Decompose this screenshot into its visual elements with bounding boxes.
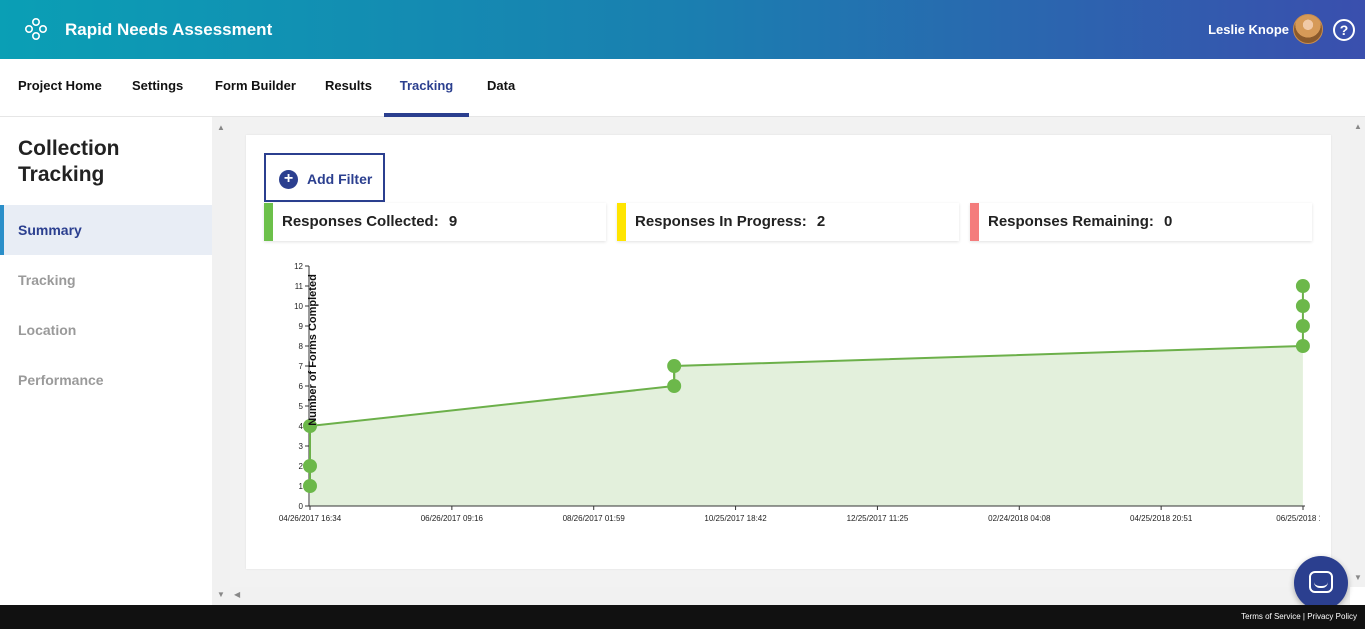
y-axis-label: Number of Forms Completed [307,274,319,426]
sidebar-item-tracking[interactable]: Tracking [18,272,76,288]
user-name[interactable]: Leslie Knope [1208,22,1289,37]
status-color-bar [970,203,979,241]
status-color-bar [617,203,626,241]
data-point [667,359,682,373]
data-point [1295,279,1310,293]
tab-tracking[interactable]: Tracking [384,59,469,117]
stat-label: Responses In Progress: [635,213,807,230]
y-tick-label: 6 [299,382,304,391]
footer-divider: | [1302,612,1308,621]
tab-form-builder[interactable]: Form Builder [215,78,296,93]
add-filter-button[interactable]: + Add Filter [264,153,385,202]
app-title: Rapid Needs Assessment [65,20,273,39]
x-tick-label: 12/25/2017 11:25 [847,514,909,523]
scroll-down-icon[interactable]: ▼ [217,590,225,599]
app-header: Rapid Needs Assessment Leslie Knope ? [0,0,1365,59]
x-tick-label: 04/25/2018 20:51 [1130,514,1193,523]
stat-label: Responses Remaining: [988,213,1154,230]
stat-label: Responses Collected: [282,213,439,230]
stat-responses-remaining: Responses Remaining: 0 [970,203,1312,241]
stat-value: 0 [1164,213,1173,230]
sidebar-scrollbar[interactable]: ▲ ▼ [212,117,230,605]
y-tick-label: 3 [299,442,304,451]
data-point [303,459,317,473]
tab-project-home[interactable]: Project Home [18,78,102,93]
sidebar: Collection Tracking Summary Tracking Loc… [0,117,212,605]
y-tick-label: 10 [294,302,303,311]
data-point [1295,299,1310,313]
x-tick-label: 06/25/2018 13: [1276,514,1320,523]
terms-link[interactable]: Terms of Service [1241,612,1301,621]
stat-value: 9 [448,213,458,230]
stat-responses-in-progress: Responses In Progress: 2 [617,203,959,241]
y-tick-label: 8 [299,342,304,351]
x-tick-label: 10/25/2017 18:42 [704,514,767,523]
tab-data[interactable]: Data [487,78,516,93]
scroll-left-icon[interactable]: ◀ [234,590,241,599]
data-point [303,419,317,433]
main-nav: Project Home Settings Form Builder Resul… [0,59,1365,117]
status-color-bar [264,203,273,241]
y-tick-label: 11 [295,282,304,291]
app-logo-icon[interactable] [24,17,48,41]
sidebar-item-performance[interactable]: Performance [18,372,104,388]
sidebar-title: Collection Tracking [18,137,120,186]
horizontal-scrollbar[interactable]: ◀ [230,587,1350,605]
help-icon[interactable]: ? [1333,19,1355,41]
data-point [303,479,317,493]
chat-bubble-icon [1309,571,1333,593]
plus-circle-icon: + [279,170,298,189]
scroll-up-icon[interactable]: ▲ [1354,122,1362,131]
main-scrollbar[interactable]: ▲ ▼ [1350,117,1365,587]
y-tick-label: 0 [299,502,304,511]
sidebar-item-summary[interactable]: Summary [0,205,212,255]
x-tick-label: 06/26/2017 09:16 [421,514,484,523]
y-tick-label: 5 [299,402,304,411]
add-filter-label: Add Filter [307,171,373,187]
data-point [667,379,682,393]
tab-results[interactable]: Results [325,78,372,93]
stat-value: 2 [816,213,826,230]
area-fill [310,346,1303,506]
x-tick-label: 04/26/2017 16:34 [279,514,342,523]
scroll-down-icon[interactable]: ▼ [1354,573,1362,582]
data-point [1295,339,1310,353]
privacy-link[interactable]: Privacy Policy [1307,612,1357,621]
tab-settings[interactable]: Settings [132,78,184,93]
y-tick-label: 12 [294,262,303,271]
x-tick-label: 08/26/2017 01:59 [563,514,626,523]
y-tick-label: 9 [299,322,304,331]
data-point [1295,319,1310,333]
stat-responses-collected: Responses Collected: 9 [264,203,606,241]
chat-smile-icon [1314,582,1328,588]
sidebar-item-location[interactable]: Location [18,322,77,338]
y-tick-label: 1 [299,482,304,491]
y-tick-label: 4 [299,422,304,431]
y-tick-label: 2 [299,462,304,471]
scroll-up-icon[interactable]: ▲ [217,123,225,132]
chat-button[interactable] [1294,556,1348,610]
x-tick-label: 02/24/2018 04:08 [988,514,1051,523]
avatar[interactable] [1293,14,1323,44]
footer: Terms of Service | Privacy Policy [0,605,1365,629]
y-tick-label: 7 [299,362,304,371]
